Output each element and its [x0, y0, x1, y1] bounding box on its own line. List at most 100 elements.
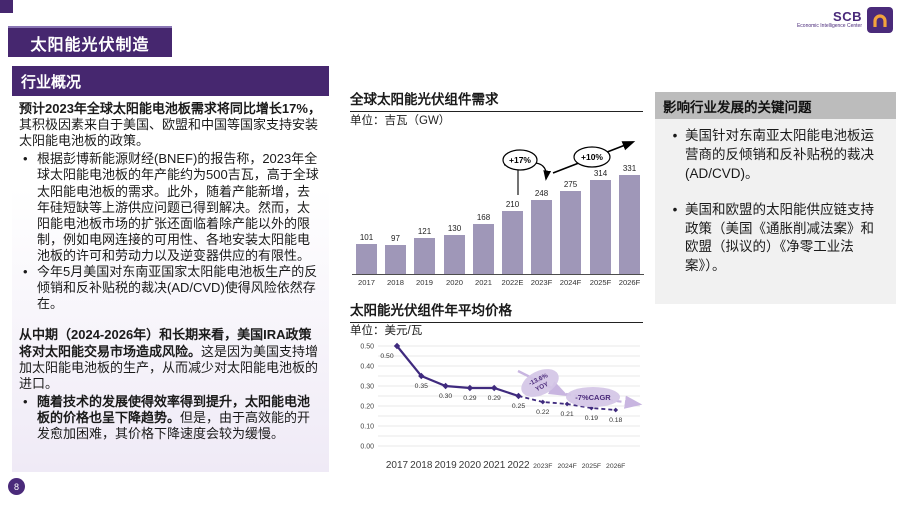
overview-paragraph-1: 预计2023年全球太阳能电池板需求将同比增长17%，其积极因素来自于美国、欧盟和…: [19, 101, 321, 149]
page-title: 太阳能光伏制造: [8, 26, 172, 57]
bar-value-label: 331: [622, 164, 637, 173]
bar-category-label: 2024F: [559, 278, 582, 287]
y-tick-label: 0.20: [360, 404, 374, 411]
x-tick-label: 2021: [483, 460, 506, 471]
growth-forecast-label: +10%: [581, 152, 603, 162]
overview-bullet-3: • 随着技术的发展使得效率得到提升，太阳能电池板的价格也呈下降趋势。但是，由于高…: [19, 394, 322, 442]
growth-forecast-oval: [573, 146, 611, 168]
x-tick-label: 2024F: [557, 463, 576, 470]
bar-category-label: 2019: [416, 278, 433, 287]
bar-2026F: [619, 175, 640, 274]
x-tick-label: 2017: [386, 460, 409, 471]
bar-value-label: 275: [563, 180, 578, 189]
bar-value-label: 101: [359, 233, 374, 242]
spacer: [19, 312, 322, 327]
y-tick-label: 0.40: [360, 364, 374, 371]
bar-category-label: 2023F: [530, 278, 553, 287]
demand-chart-unit: 单位：吉瓦（GW）: [350, 115, 451, 127]
bar-category-label: 2021: [475, 278, 492, 287]
x-tick-label: 2023F: [533, 463, 552, 470]
bar-2017: [356, 244, 377, 274]
bar-category-label: 2018: [387, 278, 404, 287]
price-value-label: 0.19: [585, 415, 598, 422]
bar-value-label: 314: [593, 169, 608, 178]
price-value-label: 0.22: [536, 409, 549, 416]
data-point-2022: [515, 392, 522, 400]
corner-accent-square: [0, 0, 13, 13]
page-number-badge: 8: [8, 478, 25, 495]
bar-category-label: 2025F: [589, 278, 612, 287]
x-tick-label: 2019: [434, 460, 457, 471]
bar-category-label: 2022E: [501, 278, 524, 287]
bullet-dot: •: [672, 128, 678, 143]
x-tick-label: 2026F: [606, 463, 625, 470]
bar-value-label: 210: [505, 200, 520, 209]
data-point-2024F: [564, 401, 570, 407]
bar-2024F: [560, 191, 581, 274]
scb-brand: SCB: [833, 9, 862, 25]
price-chart-unit: 单位：美元/瓦: [350, 325, 423, 337]
data-point-2017: [393, 342, 401, 350]
data-point-2021: [491, 384, 498, 392]
bar-value-label: 121: [417, 227, 432, 236]
key-issues-title: 影响行业发展的关键问题: [655, 92, 896, 119]
growth-bracket-line: [504, 164, 519, 195]
y-tick-label: 0.00: [360, 444, 374, 451]
scb-logo-text: SCB Economic Intelligence Center: [796, 9, 862, 30]
bar-value-label: 97: [391, 234, 400, 243]
industry-overview-panel: 行业概况 预计2023年全球太阳能电池板需求将同比增长17%，其积极因素来自于美…: [12, 66, 329, 472]
data-point-2018: [418, 372, 425, 380]
key-issues-body: • 美国针对东南亚太阳能电池板运营商的反倾销和反补贴税的裁决(AD/CVD)。 …: [655, 119, 896, 276]
price-value-label: 0.30: [439, 393, 452, 400]
x-tick-label: 2022: [507, 460, 530, 471]
price-value-label: 0.29: [463, 395, 476, 402]
cagr-annotation-label: -7%CAGR: [575, 393, 611, 402]
scb-emblem-icon: [867, 7, 893, 33]
y-tick-label: 0.10: [360, 424, 374, 431]
data-point-2020: [466, 384, 474, 392]
bar-2021: [473, 224, 494, 274]
industry-overview-body: 预计2023年全球太阳能电池板需求将同比增长17%，其积极因素来自于美国、欧盟和…: [12, 96, 329, 442]
bullet-dot: •: [23, 151, 28, 167]
bar-2023F: [531, 200, 552, 274]
price-value-label: 0.29: [488, 395, 501, 402]
bar-value-label: 130: [447, 224, 462, 233]
scb-logo: SCB Economic Intelligence Center: [797, 7, 893, 33]
price-line-chart: 0.00 0.10 0.20 0.30 0.40 0.50 0.50 0.35 0.30 0.29…: [360, 342, 643, 471]
demand-chart-title: 全球太阳能光伏组件需求: [350, 88, 643, 112]
bar-category-label: 2026F: [618, 278, 641, 287]
growth-arrow-down: [535, 162, 552, 181]
bar-value-label: 168: [476, 213, 491, 222]
bar-2025F: [590, 180, 611, 274]
data-point-2023F: [540, 399, 546, 405]
y-tick-label: 0.30: [360, 384, 374, 391]
data-point-2026F: [613, 407, 619, 413]
cagr-annotation-oval: [566, 387, 620, 407]
bar-2018: [385, 245, 406, 274]
bullet-dot: •: [672, 201, 678, 217]
y-tick-label: 0.50: [360, 344, 374, 351]
industry-overview-title: 行业概况: [12, 66, 329, 96]
overview-bullet-2: • 今年5月美国对东南亚国家太阳能电池板生产的反倾销和反补贴税的裁决(AD/CV…: [19, 264, 322, 312]
bullet-dot: •: [23, 264, 28, 280]
overview-bullet-1: • 根据彭博新能源财经(BNEF)的报告称，2023年全球太阳能电池板的年产能约…: [19, 151, 322, 264]
x-tick-label: 2020: [459, 460, 482, 471]
x-tick-label: 2018: [410, 460, 433, 471]
overview-paragraph-2: 从中期（2024-2026年）和长期来看，美国IRA政策将对太阳能交易市场造成风…: [19, 327, 319, 391]
demand-bar-chart: +17% +10% 101 2017 97 2018 121 2019 130 2020 168…: [352, 135, 644, 295]
scb-subtitle: Economic Intelligence Center: [796, 23, 862, 30]
data-point-2019: [442, 382, 449, 390]
price-value-label: 0.25: [512, 403, 525, 410]
bar-category-label: 2017: [358, 278, 375, 287]
price-line-actual: [396, 345, 519, 398]
bar-category-label: 2020: [446, 278, 463, 287]
bullet-dot: •: [23, 393, 28, 409]
key-issue-2: • 美国和欧盟的太阳能供应链支持政策（美国《通胀削减法案》和欧盟（拟议的）《净零…: [661, 201, 886, 277]
key-issue-1: • 美国针对东南亚太阳能电池板运营商的反倾销和反补贴税的裁决(AD/CVD)。: [661, 127, 886, 184]
bar-2022E: [502, 211, 523, 274]
price-value-label: 0.50: [380, 353, 393, 360]
bar-2020: [444, 235, 465, 274]
yoy-annotation: -13.6%YOY: [521, 369, 559, 397]
price-value-label: 0.18: [609, 417, 622, 424]
